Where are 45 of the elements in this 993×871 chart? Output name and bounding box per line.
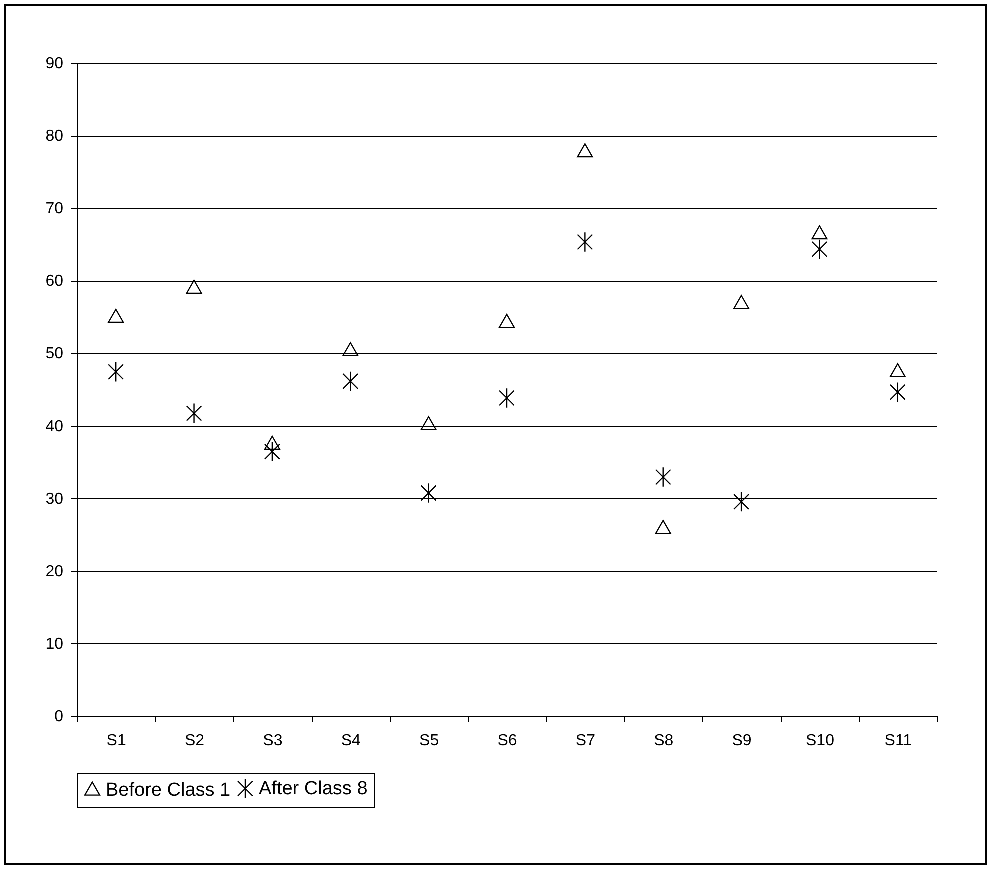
x-tick-label: S11 <box>884 732 912 750</box>
y-tick-label: 50 <box>46 346 64 363</box>
point <box>812 239 828 260</box>
y-tick-label: 70 <box>46 200 64 218</box>
x-tick-label: S10 <box>806 732 835 750</box>
x-tick-label: S1 <box>106 732 126 750</box>
point <box>812 225 828 240</box>
legend-label: Before Class 1 <box>106 780 231 801</box>
point <box>498 388 516 408</box>
point <box>577 232 594 252</box>
legend-label: After Class 8 <box>259 778 368 800</box>
x-tick-label: S4 <box>341 732 362 750</box>
point <box>655 467 672 488</box>
y-tick-label: 10 <box>46 636 64 653</box>
x-tick-label: S2 <box>184 732 205 750</box>
point <box>890 382 906 403</box>
x-tick-label: S9 <box>732 732 752 750</box>
x-tick-label: S7 <box>576 732 596 750</box>
y-tick-label: 80 <box>46 128 64 146</box>
point <box>734 492 750 512</box>
point <box>264 442 280 462</box>
point <box>890 363 906 378</box>
point <box>108 362 124 382</box>
y-tick-label: 40 <box>46 418 64 436</box>
point <box>577 144 594 158</box>
point <box>186 280 202 294</box>
y-tick-label: 30 <box>46 490 64 508</box>
point <box>655 520 672 534</box>
point <box>420 483 437 504</box>
x-tick-label: S5 <box>420 732 440 750</box>
y-tick-label: 90 <box>46 56 64 72</box>
point <box>264 436 280 450</box>
x-tick-label: S6 <box>498 732 518 750</box>
point <box>342 371 359 392</box>
point <box>498 314 516 328</box>
x-tick-label: S3 <box>263 732 283 750</box>
x-tick-label: S8 <box>654 732 674 750</box>
y-tick-label: 60 <box>46 273 64 290</box>
y-tick-label: 20 <box>46 563 64 580</box>
point <box>734 295 750 310</box>
point <box>186 403 202 424</box>
point <box>108 308 124 324</box>
point <box>420 416 437 430</box>
point <box>342 342 359 356</box>
y-tick-label: 0 <box>54 708 64 726</box>
